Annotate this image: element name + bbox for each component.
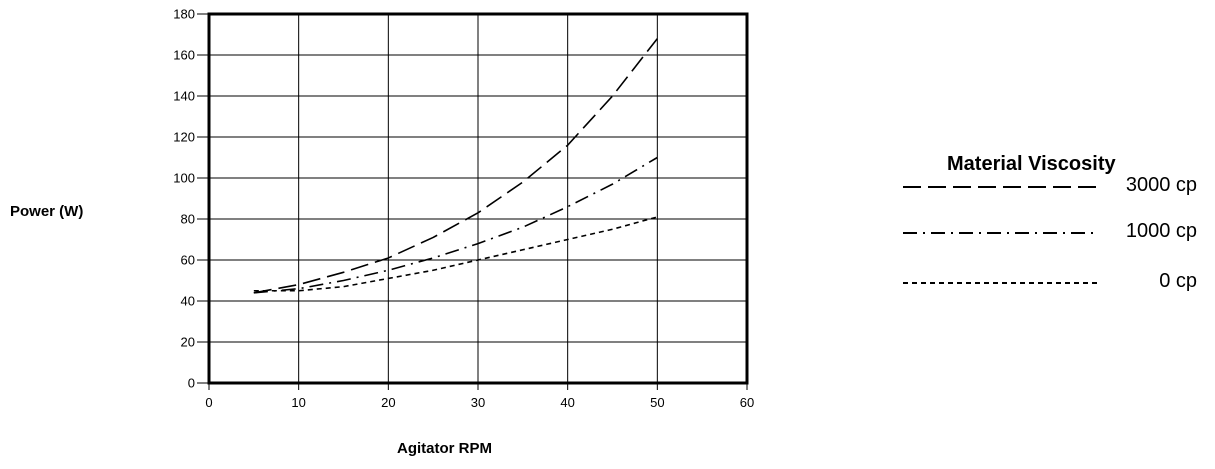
series-line-2 xyxy=(253,156,658,294)
legend-label-2: 1000 cp xyxy=(1125,220,1197,242)
x-axis-label: Agitator RPM xyxy=(397,440,492,457)
y-tick-label: 140 xyxy=(173,89,195,104)
y-tick-label: 80 xyxy=(181,212,195,227)
x-tick-label: 20 xyxy=(381,395,395,410)
x-tick-label: 0 xyxy=(205,395,212,410)
y-tick-label: 160 xyxy=(173,48,195,63)
y-tick-label: 0 xyxy=(188,376,195,391)
grid-lines xyxy=(209,14,747,383)
legend-label-1: 3000 cp xyxy=(1125,174,1197,196)
x-tick-label: 50 xyxy=(650,395,664,410)
legend-swatches xyxy=(903,186,1097,284)
x-tick-label: 10 xyxy=(291,395,305,410)
legend-title: Material Viscosity xyxy=(947,153,1116,175)
y-tick-label: 120 xyxy=(173,130,195,145)
series-line-1 xyxy=(253,38,658,294)
y-tick-label: 180 xyxy=(173,7,195,22)
y-tick-label: 20 xyxy=(181,335,195,350)
x-tick-label: 30 xyxy=(471,395,485,410)
y-axis-label: Power (W) xyxy=(10,203,84,220)
series-lines xyxy=(253,38,658,294)
series-line-3 xyxy=(253,216,658,292)
x-tick-label: 60 xyxy=(740,395,754,410)
y-tick-label: 60 xyxy=(181,253,195,268)
y-tick-label: 100 xyxy=(173,171,195,186)
legend-label-3: 0 cp xyxy=(1159,270,1197,292)
axis-ticks: 0 10 20 30 40 50 60 0 20 40 60 80 100 120 140 160 180 xyxy=(173,7,754,411)
y-tick-label: 40 xyxy=(181,294,195,309)
x-tick-label: 40 xyxy=(560,395,574,410)
